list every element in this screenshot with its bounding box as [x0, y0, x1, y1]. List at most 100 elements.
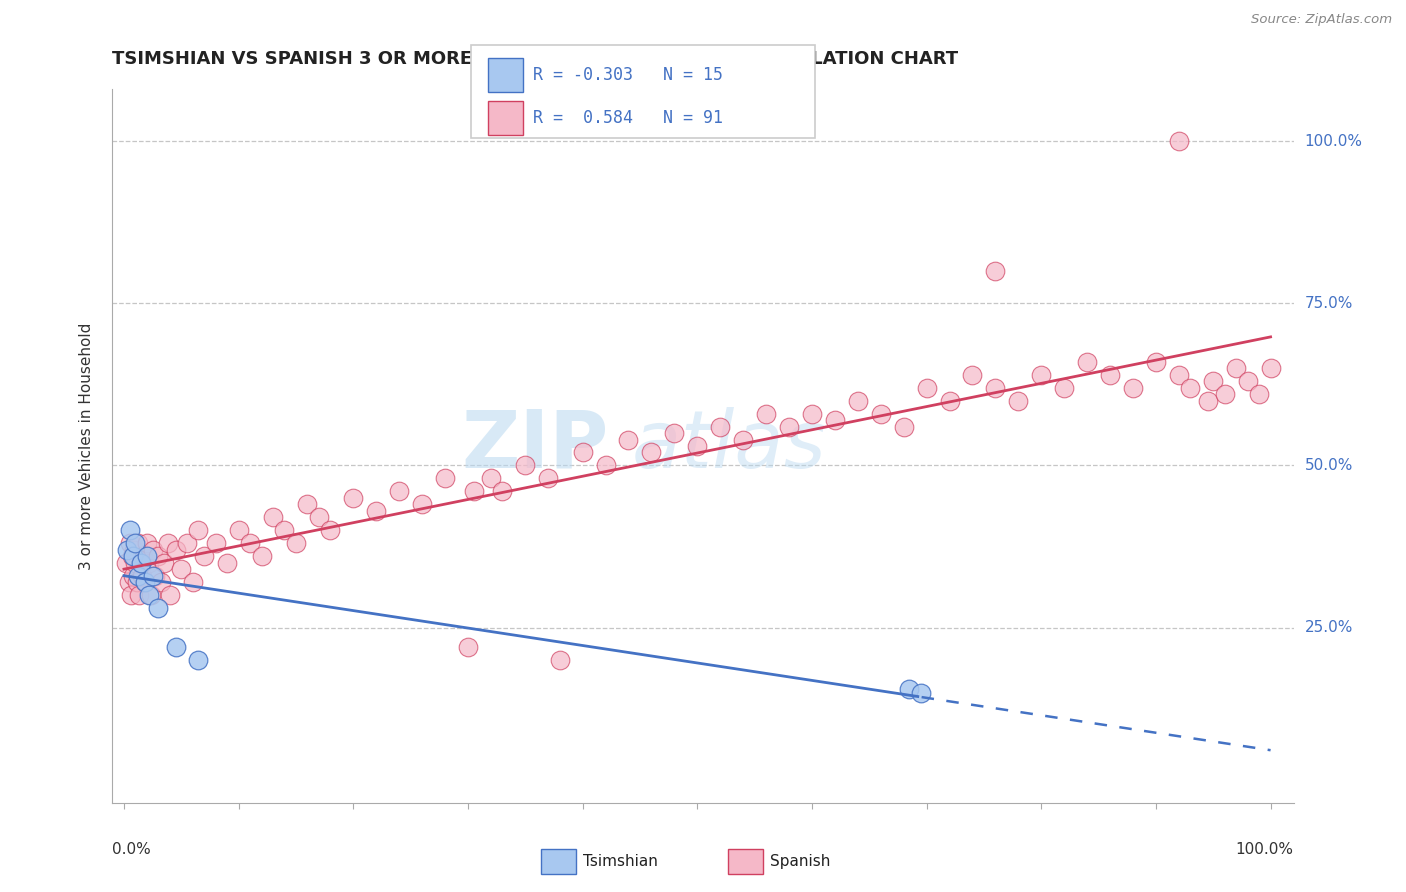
- Point: [755, 407, 778, 421]
- Point: [165, 542, 187, 557]
- Text: Source: ZipAtlas.com: Source: ZipAtlas.com: [1251, 13, 1392, 27]
- Point: [181, 575, 204, 590]
- Point: [120, 588, 142, 602]
- Point: [117, 575, 139, 590]
- Point: [1202, 374, 1225, 388]
- Text: 75.0%: 75.0%: [1305, 296, 1353, 310]
- Point: [187, 524, 209, 538]
- Point: [156, 536, 179, 550]
- Point: [297, 497, 319, 511]
- Point: [176, 536, 198, 550]
- Point: [117, 542, 139, 557]
- Point: [239, 536, 262, 550]
- Point: [138, 588, 160, 602]
- Point: [132, 549, 155, 564]
- Point: [1249, 387, 1271, 401]
- Text: 50.0%: 50.0%: [1305, 458, 1353, 473]
- Point: [1260, 361, 1282, 376]
- Point: [115, 556, 138, 570]
- Point: [411, 497, 433, 511]
- Point: [122, 549, 145, 564]
- Point: [846, 393, 869, 408]
- Point: [686, 439, 709, 453]
- Point: [142, 542, 165, 557]
- Point: [228, 524, 250, 538]
- Text: R = -0.303   N = 15: R = -0.303 N = 15: [533, 66, 723, 84]
- Point: [129, 556, 152, 570]
- Point: [984, 381, 1007, 395]
- Point: [129, 556, 152, 570]
- Point: [124, 556, 146, 570]
- Point: [893, 419, 915, 434]
- Point: [204, 536, 226, 550]
- Point: [125, 575, 148, 590]
- Point: [824, 413, 846, 427]
- Point: [910, 685, 932, 699]
- Point: [617, 433, 640, 447]
- Point: [1180, 381, 1202, 395]
- Point: [128, 588, 150, 602]
- Text: Tsimshian: Tsimshian: [583, 855, 658, 869]
- Point: [1225, 361, 1247, 376]
- Point: [1076, 354, 1098, 368]
- Point: [319, 524, 342, 538]
- Point: [1144, 354, 1167, 368]
- Text: 0.0%: 0.0%: [112, 842, 152, 856]
- Point: [122, 542, 145, 557]
- Point: [122, 568, 145, 582]
- Point: [250, 549, 273, 564]
- Point: [148, 549, 170, 564]
- Text: 100.0%: 100.0%: [1236, 842, 1294, 856]
- Point: [131, 568, 153, 582]
- Point: [491, 484, 513, 499]
- Point: [153, 556, 176, 570]
- Point: [135, 549, 157, 564]
- Point: [1167, 134, 1189, 148]
- Point: [193, 549, 215, 564]
- Point: [434, 471, 457, 485]
- Point: [515, 458, 537, 473]
- Point: [308, 510, 330, 524]
- Point: [463, 484, 485, 499]
- Point: [134, 575, 156, 590]
- Point: [388, 484, 411, 499]
- Point: [121, 549, 143, 564]
- Point: [148, 601, 170, 615]
- Point: [141, 588, 163, 602]
- Y-axis label: 3 or more Vehicles in Household: 3 or more Vehicles in Household: [79, 322, 94, 570]
- Point: [217, 556, 239, 570]
- Point: [1053, 381, 1076, 395]
- Point: [127, 536, 149, 550]
- Point: [284, 536, 307, 550]
- Point: [595, 458, 617, 473]
- Point: [127, 568, 149, 582]
- Point: [800, 407, 823, 421]
- Point: [159, 588, 181, 602]
- Point: [118, 536, 141, 550]
- Text: Spanish: Spanish: [770, 855, 831, 869]
- Point: [1099, 368, 1122, 382]
- Point: [548, 653, 571, 667]
- Point: [938, 393, 960, 408]
- Text: TSIMSHIAN VS SPANISH 3 OR MORE VEHICLES IN HOUSEHOLD CORRELATION CHART: TSIMSHIAN VS SPANISH 3 OR MORE VEHICLES …: [112, 50, 959, 68]
- Point: [124, 536, 146, 550]
- Point: [962, 368, 984, 382]
- Point: [898, 682, 921, 697]
- Point: [778, 419, 800, 434]
- Point: [733, 433, 755, 447]
- Point: [1007, 393, 1029, 408]
- Point: [664, 425, 686, 440]
- Point: [262, 510, 284, 524]
- Point: [1213, 387, 1236, 401]
- Point: [143, 568, 166, 582]
- Point: [366, 504, 388, 518]
- Point: [709, 419, 731, 434]
- Point: [479, 471, 502, 485]
- Text: 100.0%: 100.0%: [1305, 134, 1362, 149]
- Point: [165, 640, 187, 654]
- Point: [187, 653, 209, 667]
- Point: [142, 568, 165, 582]
- Text: R =  0.584   N = 91: R = 0.584 N = 91: [533, 109, 723, 127]
- Text: 25.0%: 25.0%: [1305, 620, 1353, 635]
- Point: [1031, 368, 1053, 382]
